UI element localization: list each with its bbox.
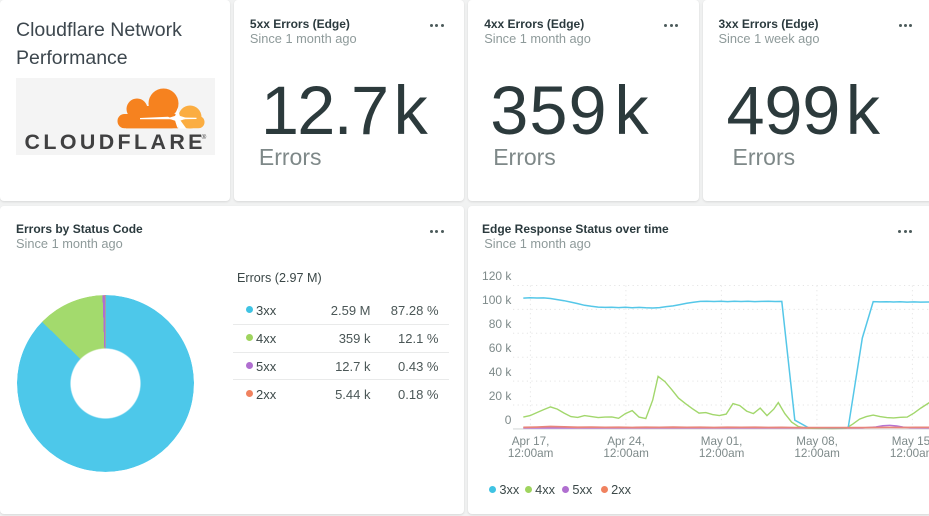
svg-text:CLOUDFLARE: CLOUDFLARE [25,130,206,154]
svg-text:®: ® [202,133,207,141]
